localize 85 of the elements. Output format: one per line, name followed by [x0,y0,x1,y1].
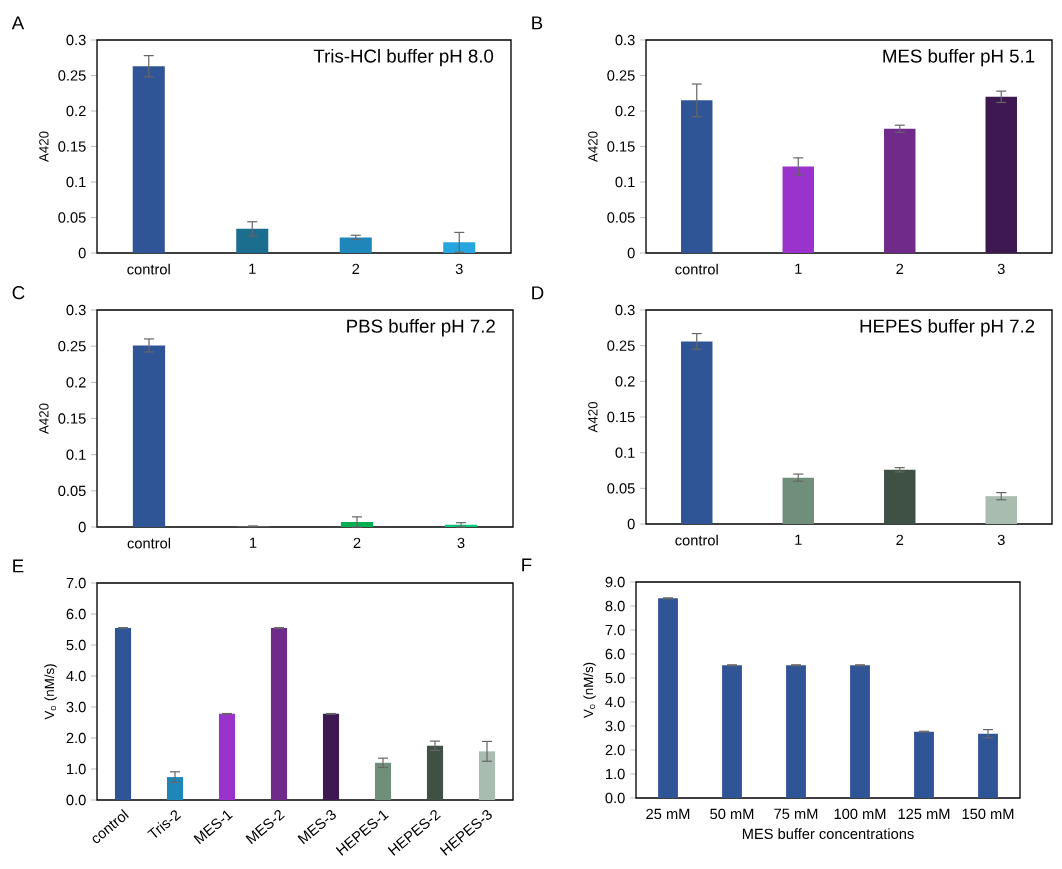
y-tick-label: 0 [627,247,635,259]
y-tick-label: 5.0 [605,672,625,684]
y-axis-title: A420 [39,131,49,163]
y-tick-label: 0.2 [66,105,86,117]
y-tick-label: 2.0 [66,732,86,744]
y-tick-label: 0.1 [66,449,86,460]
y-tick-label: 0 [78,247,86,259]
x-tick-label: control [127,537,171,549]
y-tick-label: 0.1 [66,176,86,188]
y-tick-label: 0.2 [615,105,635,117]
x-tick-label: 2 [352,263,360,274]
y-tick-label: 1.0 [67,763,86,775]
x-tick-label: 1 [795,534,802,545]
y-tick-label: 0.3 [615,304,635,316]
y-axis-title: V$_{o}$ (nM/s) [583,662,596,719]
y-tick-label: 0.25 [607,340,635,351]
x-tick-label: 150 mM [962,808,1014,820]
y-tick-label: 9.0 [605,576,625,588]
y-tick-label: 7.0 [66,577,86,589]
x-tick-label: 2 [896,534,904,545]
y-tick-label: 0.15 [58,413,86,424]
y-axis-title: A420 [39,403,49,435]
x-tick-label: 100 mM [834,808,886,820]
text: A [11,16,25,30]
y-tick-label: 4.0 [66,670,86,682]
x-tick-label: 1 [795,263,802,274]
y-tick-label: 0 [78,521,86,533]
x-tick-label: 2 [353,537,361,548]
y-tick-label: 0.0 [66,794,86,806]
y-axis-title: A420 [588,401,598,433]
x-tick-label: 3 [455,263,463,275]
x-tick-label: 75 mM [774,808,818,819]
y-tick-label: 6.0 [605,648,625,660]
chart-title: MES buffer pH 5.1 [883,48,1035,67]
y-tick-label: 0.25 [58,70,86,81]
x-tick-label: 50 mM [710,808,754,820]
y-tick-label: 0.3 [66,34,86,46]
y-tick-label: 3.0 [66,701,86,713]
y-tick-label: 0.05 [58,212,86,223]
y-tick-label: 0.15 [58,141,86,152]
y-tick-label: 5.0 [66,639,86,651]
y-axis-title: V$_{o}$ (nM/s) [44,664,57,720]
chart-title: Tris-HCl buffer pH 8.0 [313,48,494,67]
text: C [12,286,25,300]
y-tick-label: 0.25 [58,341,86,352]
x-tick-label: control [675,263,718,275]
x-tick-label: 125 mM [898,808,950,820]
text: B [532,16,543,30]
y-tick-label: 2.0 [605,744,625,756]
text: D [532,286,544,300]
y-tick-label: 0.2 [615,376,635,387]
text: E [13,559,24,573]
y-tick-label: 4.0 [605,696,625,708]
x-tick-label: control [675,534,718,546]
x-tick-label: 3 [457,537,465,549]
y-tick-label: 0 [627,518,635,530]
x-tick-label: 3 [997,263,1005,275]
y-tick-label: 0.15 [607,411,635,423]
y-tick-label: 6.0 [66,608,86,620]
x-tick-label: 1 [249,263,256,274]
chart-title: PBS buffer pH 7.2 [347,319,495,337]
y-tick-label: 8.0 [605,600,625,612]
x-tick-label: 2 [896,263,904,274]
y-tick-label: 1.0 [606,768,625,780]
y-tick-label: 0.3 [66,304,86,316]
chart-title: HEPES buffer pH 7.2 [860,319,1035,337]
y-tick-label: 0.3 [615,34,635,46]
x-tick-label: 25 mM [646,808,690,820]
x-axis-title: MES buffer concentrations [742,828,914,840]
x-tick-label: control [127,263,170,275]
y-axis-title: A420 [588,131,598,163]
text: F [522,558,532,572]
y-tick-label: 7.0 [605,624,625,636]
y-tick-label: 0.0 [605,792,625,804]
y-tick-label: 0.1 [615,447,635,458]
y-tick-label: 3.0 [605,720,625,732]
y-tick-label: 0.2 [66,377,86,388]
x-tick-label: 1 [250,537,257,548]
y-tick-label: 0.05 [607,212,635,223]
y-tick-label: 0.25 [607,70,635,81]
y-tick-label: 0.15 [607,141,635,152]
y-tick-label: 0.05 [58,485,86,497]
x-tick-label: 3 [997,534,1005,546]
y-tick-label: 0.05 [607,483,635,494]
y-tick-label: 0.1 [615,176,635,188]
